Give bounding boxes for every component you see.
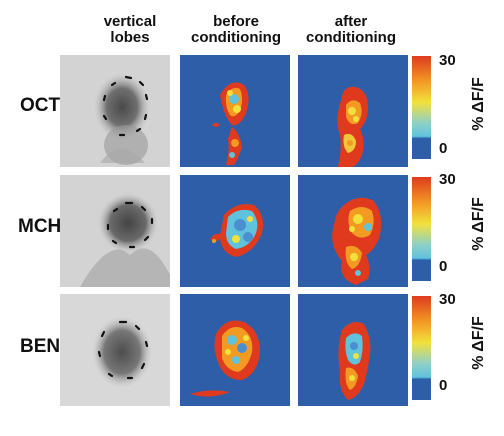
- colorbar-ben-min: 0: [439, 377, 448, 394]
- header-before-line1: before: [213, 13, 259, 30]
- image-ben-vertical-lobes: [60, 294, 170, 406]
- colorbar-ben: [412, 296, 431, 400]
- row-label-ben: BEN: [20, 336, 61, 357]
- heatmap-oct-after: [298, 55, 408, 167]
- row-label-mch: MCH: [18, 216, 62, 237]
- colorbar-oct-min: 0: [439, 140, 448, 157]
- colorbar-oct-max: 30: [439, 52, 456, 69]
- heatmap-ben-before: [180, 294, 290, 406]
- colorbar-oct-unit: % ΔF/F: [469, 77, 487, 131]
- header-vertical-lobes: vertical lobes: [72, 14, 188, 46]
- header-after-line2: conditioning: [306, 29, 396, 46]
- colorbar-mch-unit: % ΔF/F: [469, 197, 487, 251]
- colorbar-mch: [412, 177, 431, 281]
- heatmap-oct-before: [180, 55, 290, 167]
- header-before-conditioning: before conditioning: [176, 14, 296, 46]
- colorbar-ben-unit: % ΔF/F: [469, 316, 487, 370]
- colorbar-mch-min: 0: [439, 258, 448, 275]
- colorbar-oct: [412, 56, 431, 159]
- header-after-line1: after: [334, 13, 368, 30]
- image-oct-vertical-lobes: [60, 55, 170, 167]
- heatmap-mch-after: [298, 175, 408, 287]
- heatmap-mch-before: [180, 175, 290, 287]
- header-vertical-lobes-line2: lobes: [110, 29, 150, 46]
- header-vertical-lobes-line1: vertical: [103, 13, 157, 30]
- colorbar-mch-max: 30: [439, 171, 456, 188]
- header-before-line2: conditioning: [191, 29, 281, 46]
- image-mch-vertical-lobes: [60, 175, 170, 287]
- row-label-oct: OCT: [20, 95, 61, 116]
- heatmap-ben-after: [298, 294, 408, 406]
- colorbar-ben-max: 30: [439, 291, 456, 308]
- header-after-conditioning: after conditioning: [296, 14, 406, 46]
